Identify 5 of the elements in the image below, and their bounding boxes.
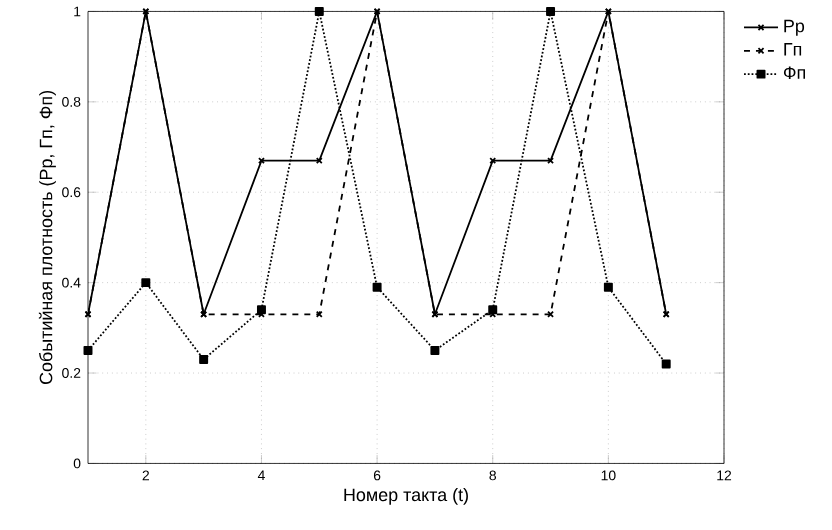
y-axis-title: Событийная плотность (Рр, Гп, Фп) (38, 91, 56, 385)
x-axis-title: Номер такта (t) (344, 488, 468, 506)
legend-label: Фп (783, 66, 805, 80)
legend-label: Рр (784, 20, 805, 37)
legend-label: Гп (784, 43, 802, 56)
